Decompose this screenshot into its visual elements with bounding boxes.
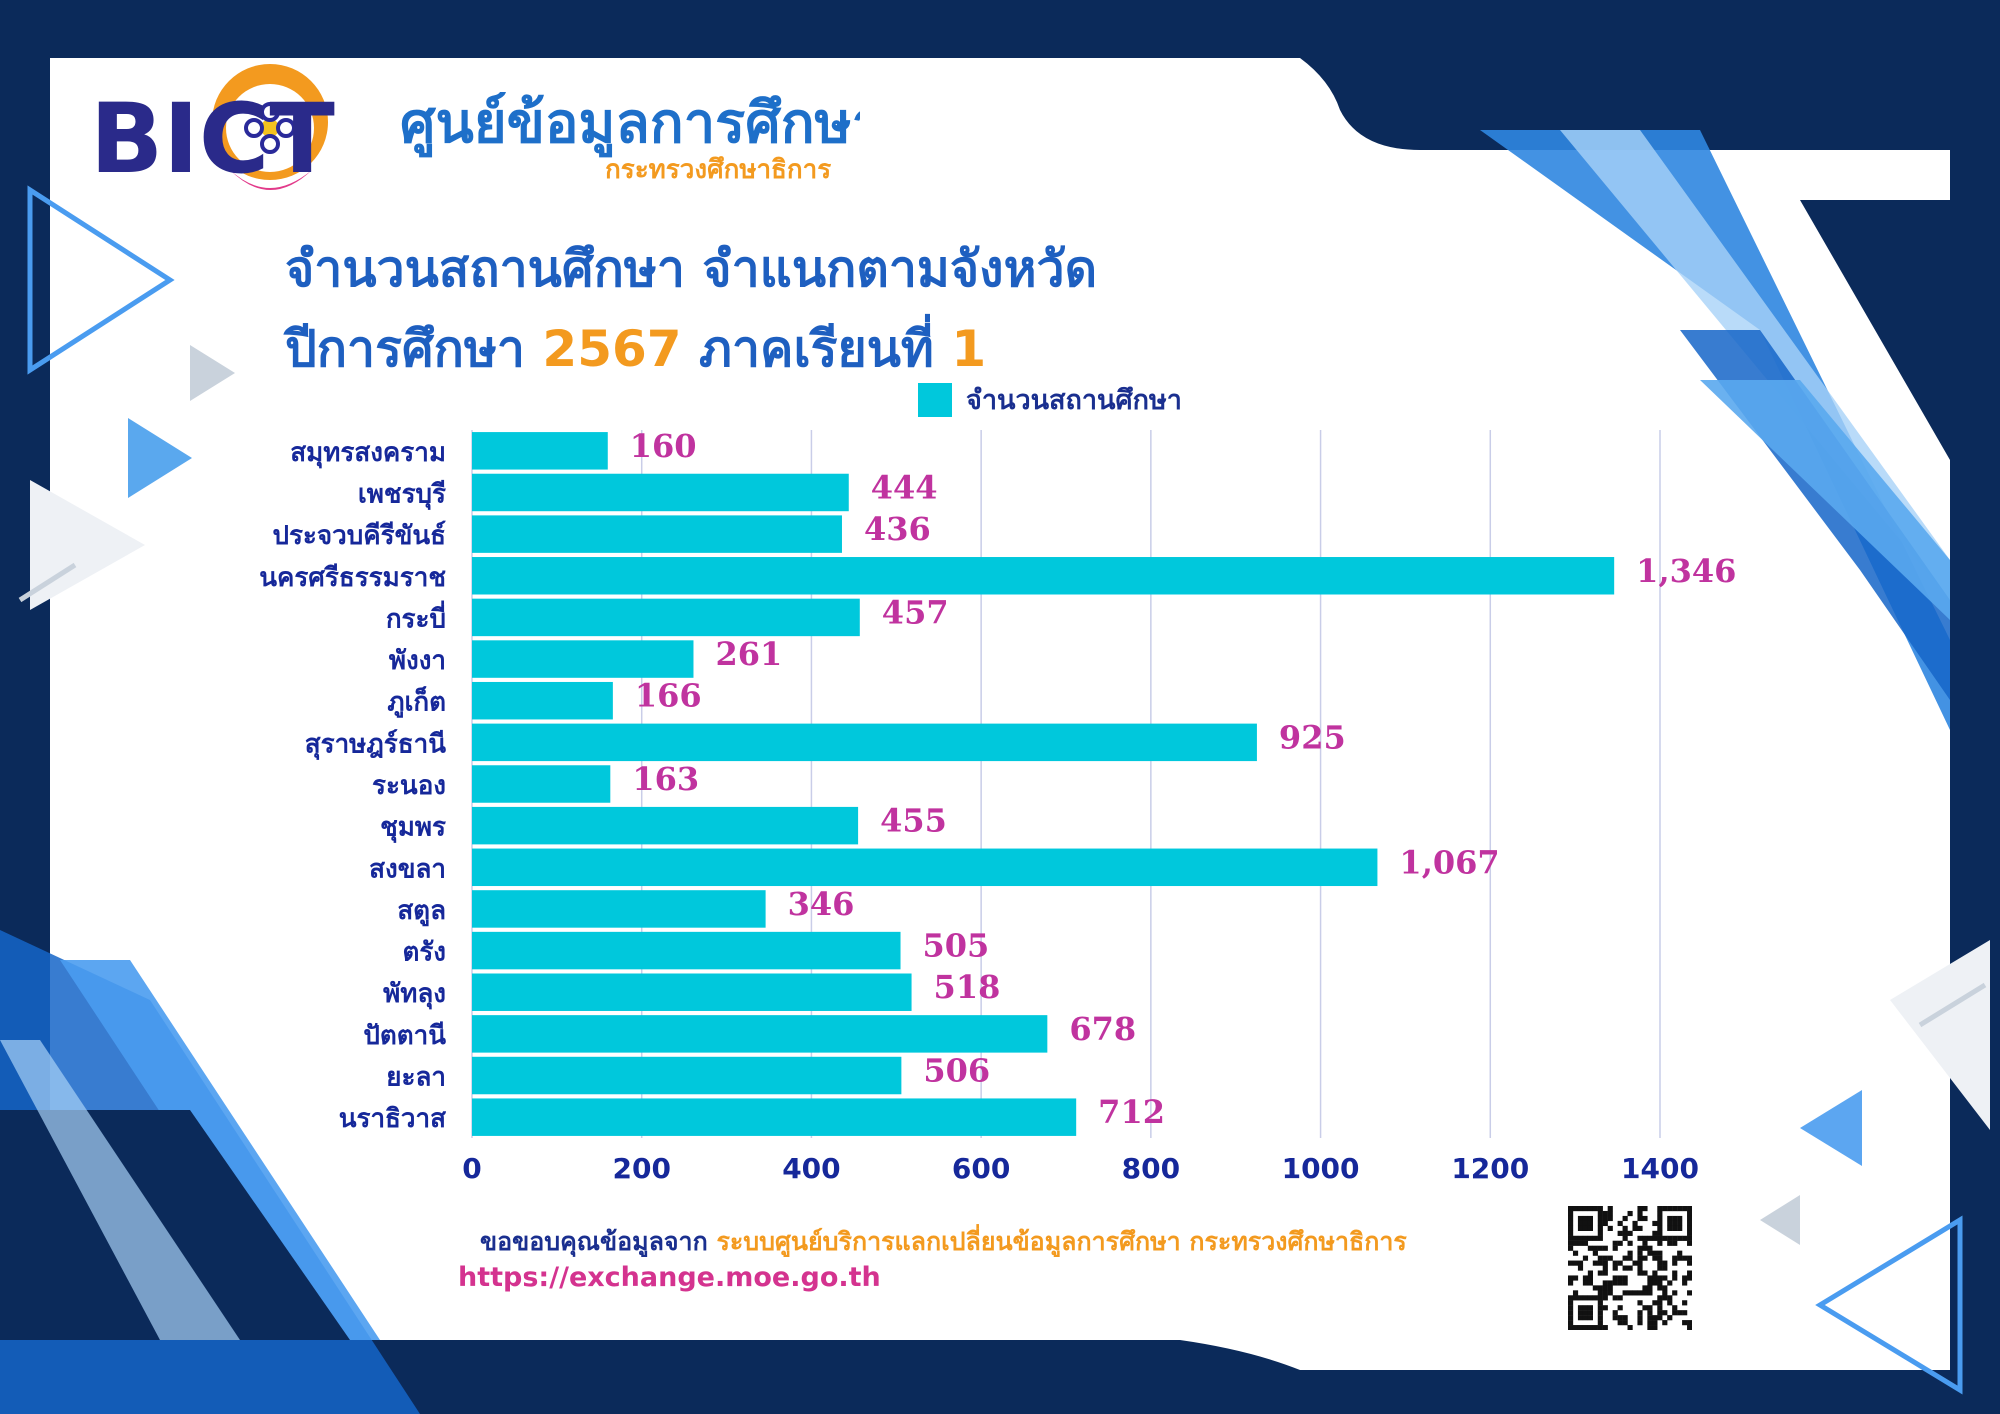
category-label-5: พังงา (389, 646, 446, 676)
category-label-4: กระบี่ (386, 599, 446, 634)
value-label-16: 712 (1098, 1093, 1165, 1131)
x-tick-label-4: 800 (1122, 1152, 1180, 1185)
bict-logo: BICT (90, 64, 335, 195)
x-tick-label-0: 0 (462, 1152, 481, 1185)
bar-0 (472, 432, 608, 470)
legend-swatch (918, 382, 952, 417)
value-label-7: 925 (1279, 718, 1346, 756)
bar-6 (472, 681, 613, 720)
value-label-11: 346 (788, 885, 855, 923)
title-term-prefix: ภาคเรียนที่ (699, 320, 934, 378)
category-label-3: นครศรีธรรมราช (259, 563, 446, 593)
value-label-4: 457 (882, 593, 949, 631)
education-data-center-logo: ศูนย์ข้อมูลการศึกษา กระทรวงศึกษาธิการ (400, 91, 860, 185)
bar-15 (472, 1056, 902, 1095)
bar-5 (472, 640, 694, 678)
value-label-12: 505 (923, 927, 990, 965)
bar-7 (472, 723, 1257, 762)
title-term: 1 (951, 320, 987, 378)
bar-12 (472, 931, 901, 970)
value-label-5: 261 (715, 635, 782, 673)
category-label-1: เพชรบุรี (358, 479, 446, 510)
category-label-7: สุราษฎร์ธานี (305, 728, 446, 760)
value-label-6: 166 (635, 677, 702, 715)
bar-13 (472, 973, 912, 1011)
bict-logo-text: BICT (90, 83, 335, 195)
credit-source: ระบบศูนย์บริการแลกเปลี่ยนข้อมูลการศึกษา … (716, 1227, 1407, 1256)
x-tick-label-1: 200 (612, 1152, 670, 1185)
category-label-11: สตูล (397, 896, 446, 927)
value-label-2: 436 (864, 510, 931, 548)
x-tick-label-7: 1400 (1621, 1152, 1699, 1185)
value-label-10: 1,067 (1399, 843, 1499, 881)
bar-14 (472, 1015, 1048, 1053)
credit-url[interactable]: https://exchange.moe.go.th (458, 1262, 881, 1293)
bar-1 (472, 473, 849, 512)
value-label-0: 160 (630, 427, 697, 465)
center-logo-sub-text: กระทรวงศึกษาธิการ (605, 155, 831, 185)
bar-10 (472, 848, 1378, 887)
x-tick-label-3: 600 (952, 1152, 1010, 1185)
value-label-9: 455 (880, 802, 947, 840)
category-label-6: ภูเก็ต (387, 686, 446, 719)
category-label-13: พัทลุง (383, 979, 446, 1010)
bar-9 (472, 806, 859, 845)
value-label-8: 163 (632, 760, 699, 798)
category-label-15: ยะลา (386, 1063, 446, 1093)
credit-line: ขอขอบคุณข้อมูลจาก ระบบศูนย์บริการแลกเปลี… (480, 1222, 1407, 1262)
category-label-9: ชุมพร (380, 813, 446, 844)
category-label-8: ระนอง (372, 771, 446, 801)
chart-value-labels: 160 444 436 1,346 457 261 166 925 163 455 1,067 346… (630, 427, 1737, 1131)
value-label-13: 518 (934, 968, 1001, 1006)
legend-label: จำนวนสถานศึกษา (966, 385, 1182, 416)
chart-bars (472, 432, 1615, 1136)
bar-11 (472, 890, 766, 928)
value-label-1: 444 (871, 468, 938, 506)
chart-x-tick-labels: 0 200 400 600 800 1000 1200 1400 (462, 1152, 1699, 1185)
bar-16 (472, 1098, 1077, 1136)
bar-3 (472, 557, 1615, 595)
bar-2 (472, 515, 842, 553)
category-label-16: นราธิวาส (339, 1104, 446, 1134)
value-label-14: 678 (1069, 1010, 1136, 1048)
chart-legend: จำนวนสถานศึกษา (918, 378, 1182, 421)
qr-code (1568, 1206, 1692, 1330)
bar-4 (472, 598, 860, 637)
x-tick-label-6: 1200 (1451, 1152, 1529, 1185)
chart-title-line2: ปีการศึกษา 2567 ภาคเรียนที่ 1 (285, 310, 986, 389)
chart-title-line1: จำนวนสถานศึกษา จำแนกตามจังหวัด (285, 240, 1098, 298)
value-label-15: 506 (923, 1052, 990, 1090)
title-year: 2567 (542, 320, 682, 378)
x-tick-label-5: 1000 (1282, 1152, 1360, 1185)
category-label-12: ตรัง (402, 938, 446, 968)
credit-prefix: ขอขอบคุณข้อมูลจาก (480, 1227, 708, 1256)
chart-category-labels: สมุทรสงครามเพชรบุรีประจวบคีรีขันธ์นครศรี… (259, 438, 446, 1134)
x-tick-label-2: 400 (782, 1152, 840, 1185)
title-year-prefix: ปีการศึกษา (285, 320, 525, 378)
category-label-10: สงขลา (369, 854, 446, 884)
bar-8 (472, 765, 611, 803)
value-label-3: 1,346 (1636, 552, 1736, 590)
category-label-0: สมุทรสงคราม (290, 438, 446, 469)
category-label-14: ปัตตานี (363, 1021, 446, 1051)
category-label-2: ประจวบคีรีขันธ์ (272, 520, 446, 551)
center-logo-main-text: ศูนย์ข้อมูลการศึกษา (400, 91, 860, 158)
